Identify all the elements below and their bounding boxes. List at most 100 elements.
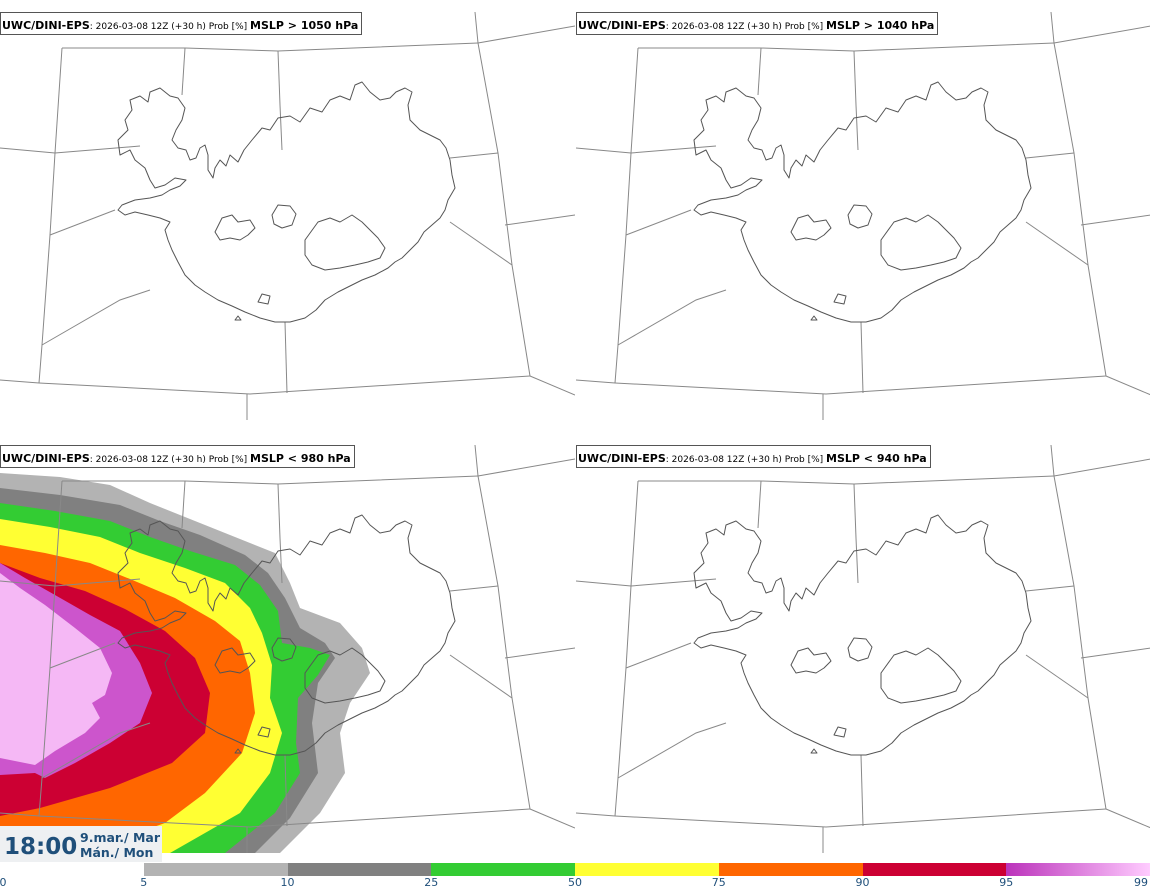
glacier-outline xyxy=(790,647,832,674)
grid-line xyxy=(1105,808,1150,829)
panel-title: UWC/DINI-EPS: 2026-03-08 12Z (+30 h) Pro… xyxy=(0,12,363,35)
grid-line xyxy=(62,475,479,485)
iceland-coastline xyxy=(693,81,1032,323)
grid-line xyxy=(1025,654,1089,699)
iceland-coastline xyxy=(693,514,1032,756)
colorbar-tick-label: 75 xyxy=(711,876,726,889)
grid-line xyxy=(1025,221,1089,266)
grid-line xyxy=(504,647,575,659)
grid-line xyxy=(477,458,575,477)
grid-line xyxy=(1053,458,1150,477)
grid-line xyxy=(38,375,531,395)
valid-date-line-1: 9.mar./ Mar xyxy=(80,830,160,845)
grid-line xyxy=(504,214,575,226)
run-info: : 2026-03-08 12Z (+30 h) Prob [%] xyxy=(665,455,827,465)
grid-line xyxy=(625,642,692,669)
grid-line xyxy=(181,47,186,96)
map-panel-3: UWC/DINI-EPS: 2026-03-08 12Z (+30 h) Pro… xyxy=(0,433,575,863)
map-panel-2: UWC/DINI-EPS: 2026-03-08 12Z (+30 h) Pro… xyxy=(576,0,1150,420)
colorbar-tick-label: 25 xyxy=(424,876,439,889)
grid-line xyxy=(617,289,727,346)
grid-line xyxy=(38,47,63,384)
grid-line xyxy=(0,145,141,154)
grid-line xyxy=(38,808,531,828)
grid-line xyxy=(757,47,762,96)
coastline xyxy=(693,514,1032,756)
coastline xyxy=(117,514,456,756)
grid-line xyxy=(576,379,616,384)
map-panel-1: UWC/DINI-EPS: 2026-03-08 12Z (+30 h) Pro… xyxy=(0,0,575,420)
grid-line xyxy=(277,50,283,151)
glacier-outline xyxy=(234,315,242,321)
grid-line xyxy=(449,654,513,699)
run-info: : 2026-03-08 12Z (+30 h) Prob [%] xyxy=(89,22,251,32)
grid-line xyxy=(449,585,499,592)
grid-line xyxy=(860,754,864,827)
grid-line xyxy=(1050,11,1055,44)
glacier-outline xyxy=(257,293,271,305)
glacier-outline xyxy=(847,637,873,662)
grid-line xyxy=(853,50,859,151)
probability-colorbar: 0 5 10 25 50 75 90 95 99 xyxy=(0,863,1150,891)
map-panel-4: UWC/DINI-EPS: 2026-03-08 12Z (+30 h) Pro… xyxy=(576,433,1150,863)
grid-line xyxy=(529,808,575,829)
colorbar-bin xyxy=(718,863,863,876)
colorbar-tick-label: 0 xyxy=(0,876,7,889)
run-info: : 2026-03-08 12Z (+30 h) Prob [%] xyxy=(89,455,251,465)
lat-lon-grid xyxy=(0,11,575,420)
colorbar-bin xyxy=(287,863,432,876)
glacier-outline xyxy=(810,315,818,321)
glacier-outline xyxy=(214,214,256,241)
glacier-outline xyxy=(304,214,386,271)
map-canvas xyxy=(0,11,575,420)
grid-line xyxy=(638,42,1055,52)
grid-line xyxy=(1050,444,1055,477)
grid-line xyxy=(576,812,616,817)
grid-line xyxy=(529,375,575,396)
probability-shading xyxy=(0,473,370,853)
grid-line xyxy=(41,722,151,779)
grid-line xyxy=(0,379,40,384)
iceland-coastline xyxy=(117,514,456,756)
grid-line xyxy=(853,483,859,584)
colorbar-tick-label: 95 xyxy=(999,876,1014,889)
colorbar-tick-label: 99 xyxy=(1134,876,1148,889)
colorbar-tick-label: 90 xyxy=(855,876,870,889)
model-name: UWC/DINI-EPS xyxy=(578,19,666,32)
map-canvas xyxy=(576,11,1150,420)
grid-line xyxy=(1080,647,1150,659)
grid-line xyxy=(617,722,727,779)
iceland-coastline xyxy=(117,81,456,323)
grid-line xyxy=(625,209,692,236)
glacier-outline xyxy=(234,748,242,754)
grid-line xyxy=(1105,375,1150,396)
grid-line xyxy=(757,480,762,529)
colorbar-bin xyxy=(575,863,719,876)
colorbar-tick-label: 10 xyxy=(280,876,295,889)
run-info: : 2026-03-08 12Z (+30 h) Prob [%] xyxy=(665,22,827,32)
lat-lon-grid xyxy=(0,444,575,853)
grid-line xyxy=(638,475,1055,485)
field-name: MSLP < 980 hPa xyxy=(250,452,351,465)
glacier-outline xyxy=(214,647,256,674)
grid-line xyxy=(1025,152,1075,159)
model-name: UWC/DINI-EPS xyxy=(578,452,666,465)
lat-lon-grid xyxy=(576,11,1150,420)
panel-title: UWC/DINI-EPS: 2026-03-08 12Z (+30 h) Pro… xyxy=(576,445,931,468)
glacier-outline xyxy=(880,214,962,271)
glacier-outline xyxy=(271,637,297,662)
grid-line xyxy=(0,578,141,587)
grid-line xyxy=(614,808,1107,828)
colorbar-bin xyxy=(431,863,575,876)
field-name: MSLP > 1040 hPa xyxy=(826,19,935,32)
valid-time: 18:00 xyxy=(4,834,78,860)
grid-line xyxy=(477,475,531,810)
grid-line xyxy=(614,480,639,817)
grid-line xyxy=(1025,585,1075,592)
colorbar-bin xyxy=(1006,863,1150,876)
grid-line xyxy=(1053,25,1150,44)
grid-line xyxy=(1053,475,1107,810)
grid-line xyxy=(41,289,151,346)
grid-line xyxy=(576,145,717,154)
grid-line xyxy=(1053,42,1107,377)
